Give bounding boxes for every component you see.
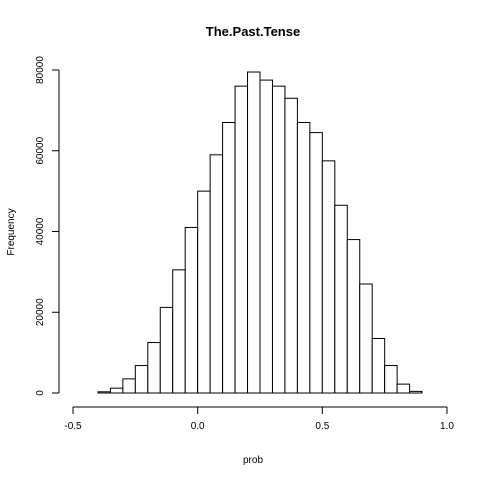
y-axis: 0 20000 40000 60000 80000 [35,56,60,396]
histogram-bar [247,71,261,394]
y-tick-label: 20000 [35,298,46,326]
histogram-bar [97,391,111,394]
histogram-bar [222,121,236,394]
chart-title: The.Past.Tense [206,24,300,39]
y-tick-label: 80000 [35,56,46,84]
y-axis-label: Frequency [6,208,17,255]
histogram-bar [334,204,348,394]
bars-group [97,71,423,394]
histogram-bar [409,390,423,394]
histogram-bar [321,160,336,394]
histogram-bar [296,121,311,394]
histogram-bar [172,269,186,394]
histogram-bar [271,85,286,394]
histogram-bar [396,383,411,394]
y-tick-label: 40000 [35,217,46,245]
x-tick-label: 0.0 [191,421,205,432]
histogram-bar [284,97,298,394]
x-tick-label: -0.5 [64,421,82,432]
histogram-bar [197,190,211,394]
histogram-bar [109,387,124,394]
histogram-bar [359,283,373,394]
histogram-bar [259,79,273,394]
histogram-bar [184,226,199,394]
histogram-bar [234,85,249,394]
histogram-bar [122,378,136,394]
histogram-bar [209,154,224,394]
x-axis: -0.5 0.0 0.5 1.0 [64,406,454,432]
histogram-bar [309,132,323,394]
y-tick-label: 0 [35,390,46,396]
histogram-bar [134,365,149,394]
y-tick-label: 60000 [35,136,46,164]
histogram-bar [147,342,161,394]
x-tick-label: 1.0 [440,421,454,432]
histogram-bar [159,306,174,394]
histogram-bar [346,239,361,394]
x-axis-label: prob [243,455,263,466]
histogram-bar [384,365,398,394]
x-tick-label: 0.5 [315,421,329,432]
histogram-bar [371,337,386,394]
